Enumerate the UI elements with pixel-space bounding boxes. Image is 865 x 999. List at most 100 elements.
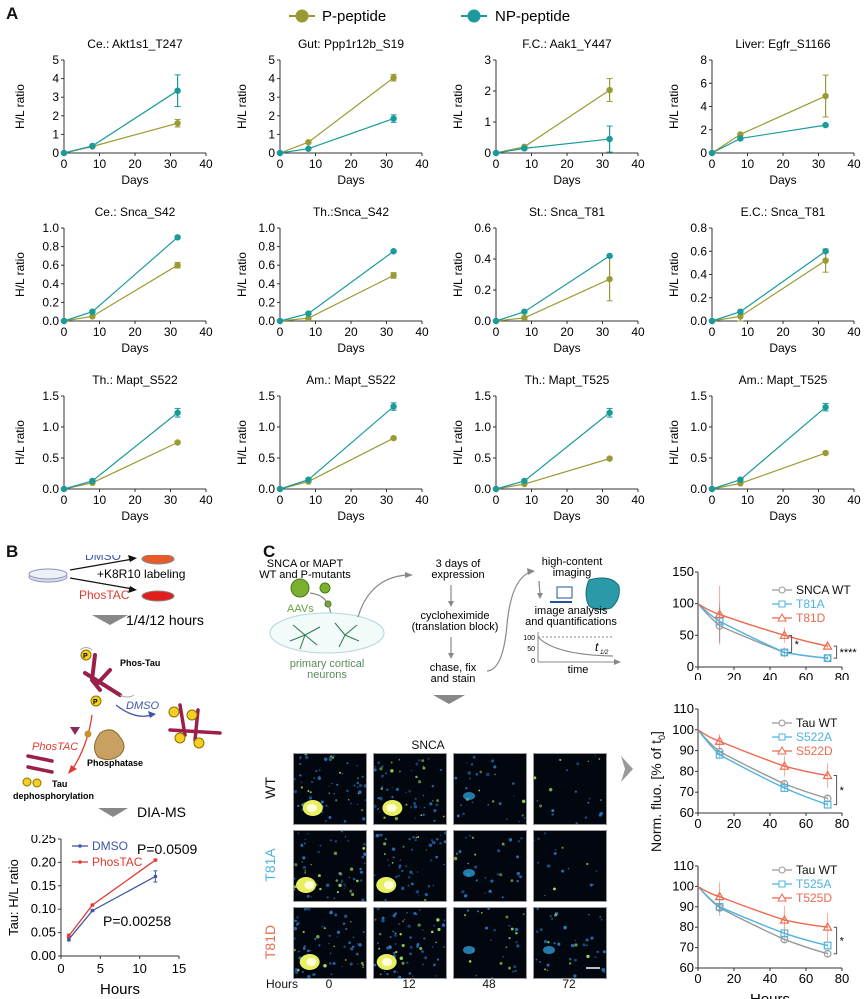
puncta — [410, 882, 414, 886]
puncta — [537, 861, 540, 864]
puncta — [417, 835, 420, 839]
legend-marker-np — [467, 9, 481, 23]
puncta — [484, 892, 486, 894]
puncta — [329, 952, 332, 955]
dish-phostac-icon — [141, 590, 175, 602]
puncta — [328, 962, 332, 965]
y-tick-label: 3 — [268, 90, 275, 104]
puncta — [301, 861, 303, 863]
x-tick-label: 40 — [763, 816, 777, 831]
x-tick-label: 10 — [741, 325, 755, 339]
arrow-head — [614, 659, 621, 665]
puncta — [389, 936, 392, 939]
data-point — [305, 139, 312, 146]
puncta — [361, 855, 365, 859]
puncta — [536, 799, 539, 802]
data-point — [822, 403, 829, 411]
x-tick-label: 10 — [309, 157, 323, 171]
chart-3: F.C.: Aak1_Y447 0 10 20 30 40 0 1 2 3 Days H/L rati… — [451, 37, 645, 187]
puncta — [407, 924, 411, 928]
puncta — [374, 765, 377, 768]
puncta — [515, 941, 518, 944]
y-tick-label: 150 — [672, 564, 694, 579]
puncta — [412, 873, 414, 875]
micrograph-wt-48h — [453, 753, 527, 825]
puncta — [348, 941, 351, 945]
y-tick-label: 90 — [680, 743, 694, 758]
data-point — [606, 275, 613, 283]
puncta — [316, 935, 320, 939]
y-tick-label: 0 — [268, 146, 275, 160]
puncta — [513, 965, 517, 969]
label-constructs-2: WT and P-mutants — [259, 569, 351, 581]
chart-4: Liver: Egfr_S1166 0 10 20 30 40 0 2 4 6 8 Days H/L r… — [667, 37, 861, 187]
data-point — [780, 648, 789, 657]
puncta — [510, 879, 514, 883]
y-tick-label: 110 — [673, 701, 694, 716]
y-tick-label: 0.25 — [31, 835, 56, 846]
puncta — [343, 945, 347, 948]
puncta — [374, 768, 376, 772]
x-tick-label: 30 — [596, 157, 610, 171]
data-point — [823, 800, 832, 809]
phospho-icon — [80, 649, 92, 661]
puncta — [539, 960, 542, 963]
puncta — [406, 961, 409, 964]
data-point — [492, 317, 500, 325]
chart-title: Gut: Ppp1r12b_S19 — [298, 37, 404, 51]
data-point — [90, 908, 95, 913]
micrograph-wt-0h — [293, 753, 367, 825]
data-point — [737, 476, 744, 483]
puncta — [534, 839, 535, 841]
x-tick-label: 20 — [128, 157, 142, 171]
puncta — [410, 806, 413, 809]
chart-title: Liver: Egfr_S1166 — [735, 37, 830, 51]
micrograph-t81a-48h — [453, 830, 527, 902]
puncta — [306, 894, 310, 898]
puncta — [563, 926, 567, 930]
puncta — [342, 922, 346, 925]
phostac-ligand-icon — [84, 730, 92, 738]
puncta — [433, 819, 436, 822]
micrograph-t81d-12h — [373, 907, 447, 979]
puncta — [394, 816, 399, 821]
x-tick-label: 20 — [727, 971, 741, 986]
x-tick-label: 40 — [631, 493, 645, 507]
puncta — [340, 879, 344, 883]
puncta — [336, 783, 339, 786]
puncta — [582, 943, 586, 947]
puncta — [520, 837, 523, 840]
puncta — [360, 879, 363, 882]
puncta — [294, 948, 296, 952]
puncta — [436, 918, 440, 922]
data-point — [390, 434, 397, 442]
y-tick-label: 0.2 — [42, 295, 59, 309]
label-analysis: image analysis — [535, 605, 608, 617]
puncta — [356, 803, 359, 806]
puncta — [440, 834, 442, 837]
label-labeling: +K8R10 labeling — [97, 567, 185, 581]
arrow-head — [405, 572, 413, 578]
dish-source-icon — [28, 568, 68, 583]
puncta — [381, 919, 385, 923]
puncta — [344, 836, 347, 838]
cell-body-core — [383, 881, 394, 889]
puncta — [547, 864, 551, 868]
x-tick-label: 20 — [776, 157, 790, 171]
y-tick-label: 0.0 — [690, 314, 707, 328]
x-tick-label: 0 — [709, 493, 716, 507]
puncta — [356, 879, 359, 883]
puncta — [467, 771, 472, 775]
puncta — [425, 849, 428, 851]
puncta — [554, 913, 558, 917]
series-line-np — [63, 90, 178, 154]
x-tick-label: 20 — [560, 493, 574, 507]
arrow-dmso — [69, 558, 134, 571]
puncta — [307, 908, 311, 911]
hours-col-label: 72 — [562, 977, 576, 991]
data-point — [779, 914, 790, 924]
puncta — [317, 776, 322, 781]
puncta — [521, 799, 526, 804]
puncta — [413, 804, 418, 809]
puncta — [364, 799, 366, 801]
